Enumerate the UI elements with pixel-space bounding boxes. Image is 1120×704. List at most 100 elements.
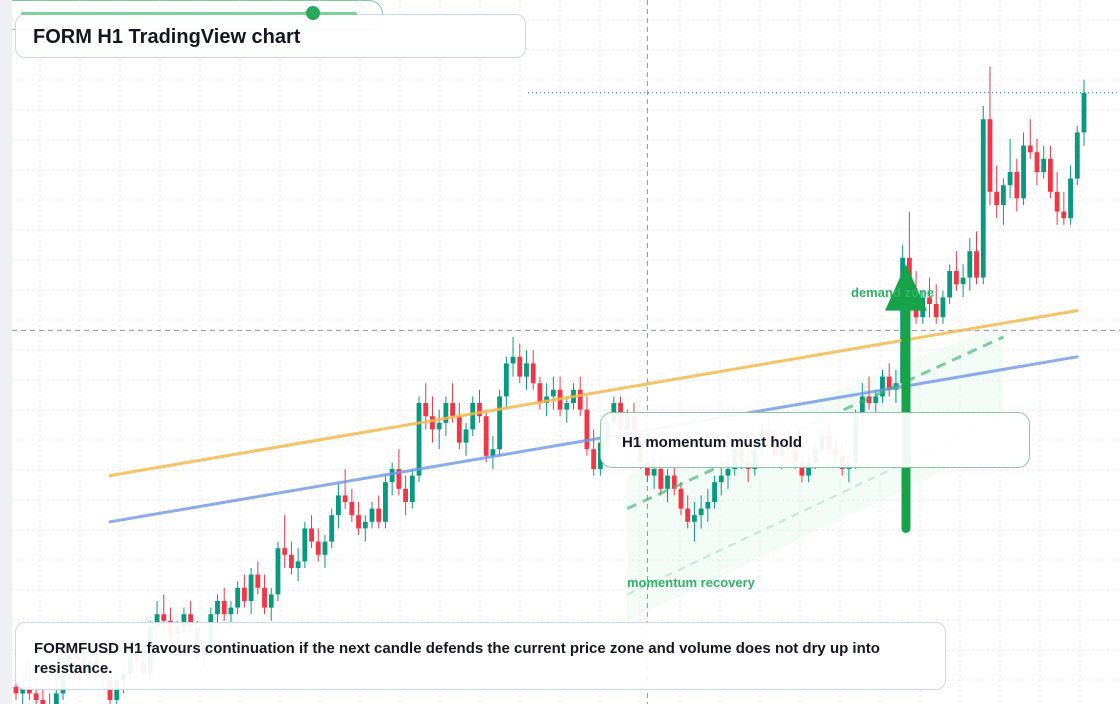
candle-body <box>665 475 670 489</box>
candle-body <box>389 469 395 483</box>
resistance-line <box>108 309 1079 478</box>
candle-body <box>329 515 335 542</box>
candle-body <box>1054 191 1060 212</box>
candle-body <box>974 251 979 278</box>
candle-body <box>288 554 294 568</box>
candle-body <box>987 119 993 192</box>
candle-body <box>564 403 570 410</box>
candle-body <box>477 403 482 417</box>
chart-title-box: FORM H1 TradingView chart <box>15 14 526 58</box>
candle-body <box>1074 132 1080 179</box>
candle-body <box>678 488 684 509</box>
candle-body <box>503 363 509 397</box>
candle-body <box>859 396 865 417</box>
candle-body <box>409 475 415 502</box>
candle-body <box>685 508 691 522</box>
candle-body <box>161 614 167 621</box>
candle-body <box>241 587 247 601</box>
candle-body <box>994 191 1000 205</box>
candle-body <box>248 574 254 601</box>
candle-body <box>20 686 26 694</box>
candle-body <box>356 515 361 529</box>
demand-zone-label: demand zone <box>851 285 935 300</box>
candle-body <box>483 416 489 456</box>
support-line <box>108 355 1079 524</box>
candle-body <box>335 495 341 516</box>
candle-body <box>282 548 288 555</box>
candle-body <box>1047 158 1053 192</box>
candle-body <box>490 449 496 456</box>
candle-body <box>1061 211 1067 219</box>
candle-body <box>799 462 805 476</box>
candle-body <box>1041 158 1047 172</box>
candle-body <box>262 587 267 608</box>
candle-body <box>423 403 429 417</box>
summary-box: FORMFUSD H1 favours continuation if the … <box>15 622 946 690</box>
candle-body <box>712 482 717 502</box>
candle-body <box>27 686 32 694</box>
candle-body <box>1021 145 1026 199</box>
candle-body <box>651 469 657 476</box>
candle-body <box>450 403 456 417</box>
candle-body <box>456 416 462 443</box>
candle-body <box>980 119 986 278</box>
candle-body <box>215 601 220 615</box>
candle-body <box>953 271 959 285</box>
candle-body <box>403 488 409 502</box>
candle-body <box>268 594 274 608</box>
left-scale-strip <box>0 0 12 704</box>
candle-body <box>1000 185 1006 205</box>
candle-body <box>322 541 328 555</box>
candle-body <box>967 251 973 278</box>
candle-body <box>463 429 469 443</box>
candle-body <box>880 376 885 397</box>
candle-body <box>698 508 704 516</box>
candle-body <box>658 469 664 489</box>
candle-body <box>873 396 879 403</box>
candle-body <box>181 614 187 628</box>
candle-body <box>33 693 39 700</box>
candle-body <box>349 502 355 516</box>
candle-body <box>1081 92 1087 133</box>
candle-body <box>470 403 476 430</box>
candle-body <box>275 548 281 595</box>
candle-body <box>416 403 422 476</box>
candle-body <box>705 502 711 509</box>
slider-handle[interactable] <box>306 6 321 20</box>
candle-body <box>255 574 261 588</box>
candle-body <box>40 700 46 704</box>
candle-body <box>228 607 234 615</box>
candle-body <box>550 389 556 397</box>
arrow-head-icon <box>885 264 927 311</box>
candle-body <box>510 356 516 364</box>
candle-body <box>430 416 435 430</box>
candle-body <box>497 396 503 450</box>
momentum-callout: H1 momentum must hold <box>600 412 1030 468</box>
candle-body <box>188 614 194 628</box>
candle-body <box>718 475 724 483</box>
candle-body <box>342 495 348 502</box>
candle-body <box>671 475 677 489</box>
candle-body <box>577 389 583 410</box>
candle-body <box>1014 172 1020 199</box>
candle-body <box>235 587 241 608</box>
callout-text: H1 momentum must hold <box>622 434 803 451</box>
candle-body <box>591 449 597 469</box>
candle-body <box>866 396 872 403</box>
candle-body <box>524 363 529 377</box>
candle-body <box>362 521 368 529</box>
candle-body <box>644 462 650 476</box>
slider-track <box>21 12 357 15</box>
candle-body <box>369 508 375 522</box>
summary-text: FORMFUSD H1 favours continuation if the … <box>34 640 880 677</box>
candle-body <box>221 601 227 615</box>
candle-body <box>376 508 382 522</box>
candle-body <box>960 277 966 285</box>
candle-body <box>1068 178 1073 219</box>
candle-body <box>725 469 731 476</box>
candle-body <box>947 271 953 298</box>
candle-body <box>436 422 442 430</box>
candle-body <box>806 462 812 476</box>
candle-body <box>530 363 536 384</box>
